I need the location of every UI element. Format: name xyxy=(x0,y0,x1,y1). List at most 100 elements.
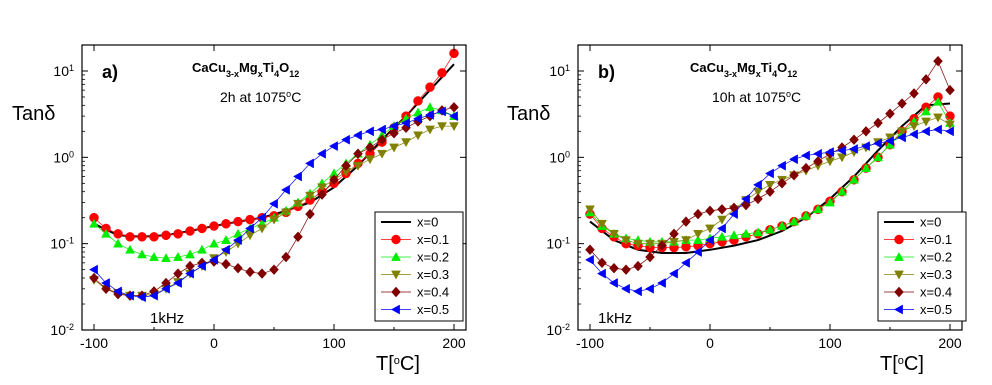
data-point xyxy=(753,193,763,205)
data-point xyxy=(704,235,714,246)
data-point xyxy=(645,239,655,249)
data-point xyxy=(740,193,750,204)
data-point xyxy=(400,118,410,128)
data-point xyxy=(716,223,726,234)
data-point xyxy=(257,268,267,279)
data-point xyxy=(597,257,607,269)
legend-swatch xyxy=(894,234,904,245)
data-point xyxy=(220,244,230,255)
panel-b: -100 0 100 200 10-2 10-1 100 101 b) CaCu3-xMgxT… xyxy=(507,44,967,375)
data-point xyxy=(113,229,123,239)
data-point xyxy=(897,127,907,137)
y-axis-title: Tanδ xyxy=(12,103,55,125)
data-point xyxy=(208,254,218,265)
data-point xyxy=(668,268,678,279)
legend-box xyxy=(877,211,967,322)
data-point xyxy=(353,148,363,160)
data-point xyxy=(245,266,255,278)
data-point xyxy=(365,155,375,165)
x-tick-label: -100 xyxy=(576,335,604,351)
data-point xyxy=(908,129,918,140)
data-point xyxy=(377,134,387,146)
data-point xyxy=(909,88,919,99)
data-point xyxy=(425,82,435,92)
series-x-0_5 xyxy=(88,106,458,303)
data-point xyxy=(245,214,255,225)
data-point xyxy=(244,223,254,234)
data-point xyxy=(824,147,834,158)
data-point xyxy=(413,131,423,141)
legend: x=0 x=0.1 x=0.2 x=0.3 x=0.4 x=0.5 xyxy=(877,211,967,322)
data-point xyxy=(873,152,883,162)
data-point xyxy=(88,264,98,275)
data-point xyxy=(160,283,170,294)
legend-entry: x=0.3 xyxy=(920,267,952,282)
data-point xyxy=(777,221,787,230)
legend-entry: x=0.4 xyxy=(920,285,952,300)
data-point xyxy=(209,238,219,248)
y-tick-label: 101 xyxy=(53,63,74,79)
series-x-0_5 xyxy=(584,124,954,297)
data-point xyxy=(680,257,690,268)
axis-ticks: -100 0 100 200 10-2 10-1 100 101 xyxy=(50,44,466,351)
y-tick-label: 100 xyxy=(53,149,74,165)
data-point xyxy=(584,254,594,265)
data-point xyxy=(789,216,799,226)
data-point xyxy=(825,197,835,207)
data-point xyxy=(365,142,375,153)
data-point xyxy=(861,126,871,137)
data-point xyxy=(317,183,327,193)
legend: x=0 x=0.1 x=0.2 x=0.3 x=0.4 x=0.5 xyxy=(374,211,464,322)
data-point xyxy=(633,239,643,249)
data-point xyxy=(597,219,607,229)
data-point xyxy=(413,96,423,106)
data-point xyxy=(849,174,859,184)
data-point xyxy=(752,179,762,190)
legend-swatch xyxy=(391,234,401,245)
y-tick-label: 10-2 xyxy=(546,322,570,338)
data-point xyxy=(149,232,159,242)
data-point xyxy=(741,228,751,238)
data-point xyxy=(401,138,411,148)
data-point xyxy=(437,122,447,132)
data-point xyxy=(317,189,327,200)
y-tick-label: 10-1 xyxy=(50,236,74,252)
data-point xyxy=(268,198,278,209)
x-tick-label: 200 xyxy=(442,335,466,351)
data-point xyxy=(753,227,763,237)
data-point xyxy=(305,208,315,220)
data-point xyxy=(257,224,267,234)
data-point xyxy=(789,169,799,181)
data-point xyxy=(161,230,171,241)
legend-swatch xyxy=(391,270,401,280)
x-tick-label: 0 xyxy=(210,335,218,351)
y-tick-label: 100 xyxy=(549,149,570,165)
data-point xyxy=(149,252,159,261)
data-point xyxy=(608,278,618,288)
data-point xyxy=(609,229,619,239)
legend-entry: x=0.4 xyxy=(417,285,449,300)
data-point xyxy=(669,228,679,240)
data-point xyxy=(813,155,823,167)
data-point xyxy=(364,126,374,137)
x-tick-label: -100 xyxy=(80,335,108,351)
data-point xyxy=(800,150,810,161)
data-point xyxy=(100,278,110,288)
panel-label: b) xyxy=(598,62,615,82)
legend-entry: x=0.3 xyxy=(417,267,449,282)
data-point xyxy=(436,106,446,117)
data-point xyxy=(932,124,942,135)
data-point xyxy=(125,244,135,254)
data-point xyxy=(209,221,219,231)
data-point xyxy=(896,132,906,143)
data-point xyxy=(933,96,943,106)
chart-formula: CaCu3-xMgxTi4O12 xyxy=(690,60,797,79)
sintering-condition: 10h at 1075oC xyxy=(712,89,801,105)
data-point xyxy=(596,268,606,279)
data-point xyxy=(945,120,955,130)
x-tick-label: 100 xyxy=(322,335,346,351)
x-tick-label: 200 xyxy=(938,335,962,351)
data-point xyxy=(729,230,739,240)
data-point xyxy=(185,226,195,236)
data-point xyxy=(861,163,871,172)
